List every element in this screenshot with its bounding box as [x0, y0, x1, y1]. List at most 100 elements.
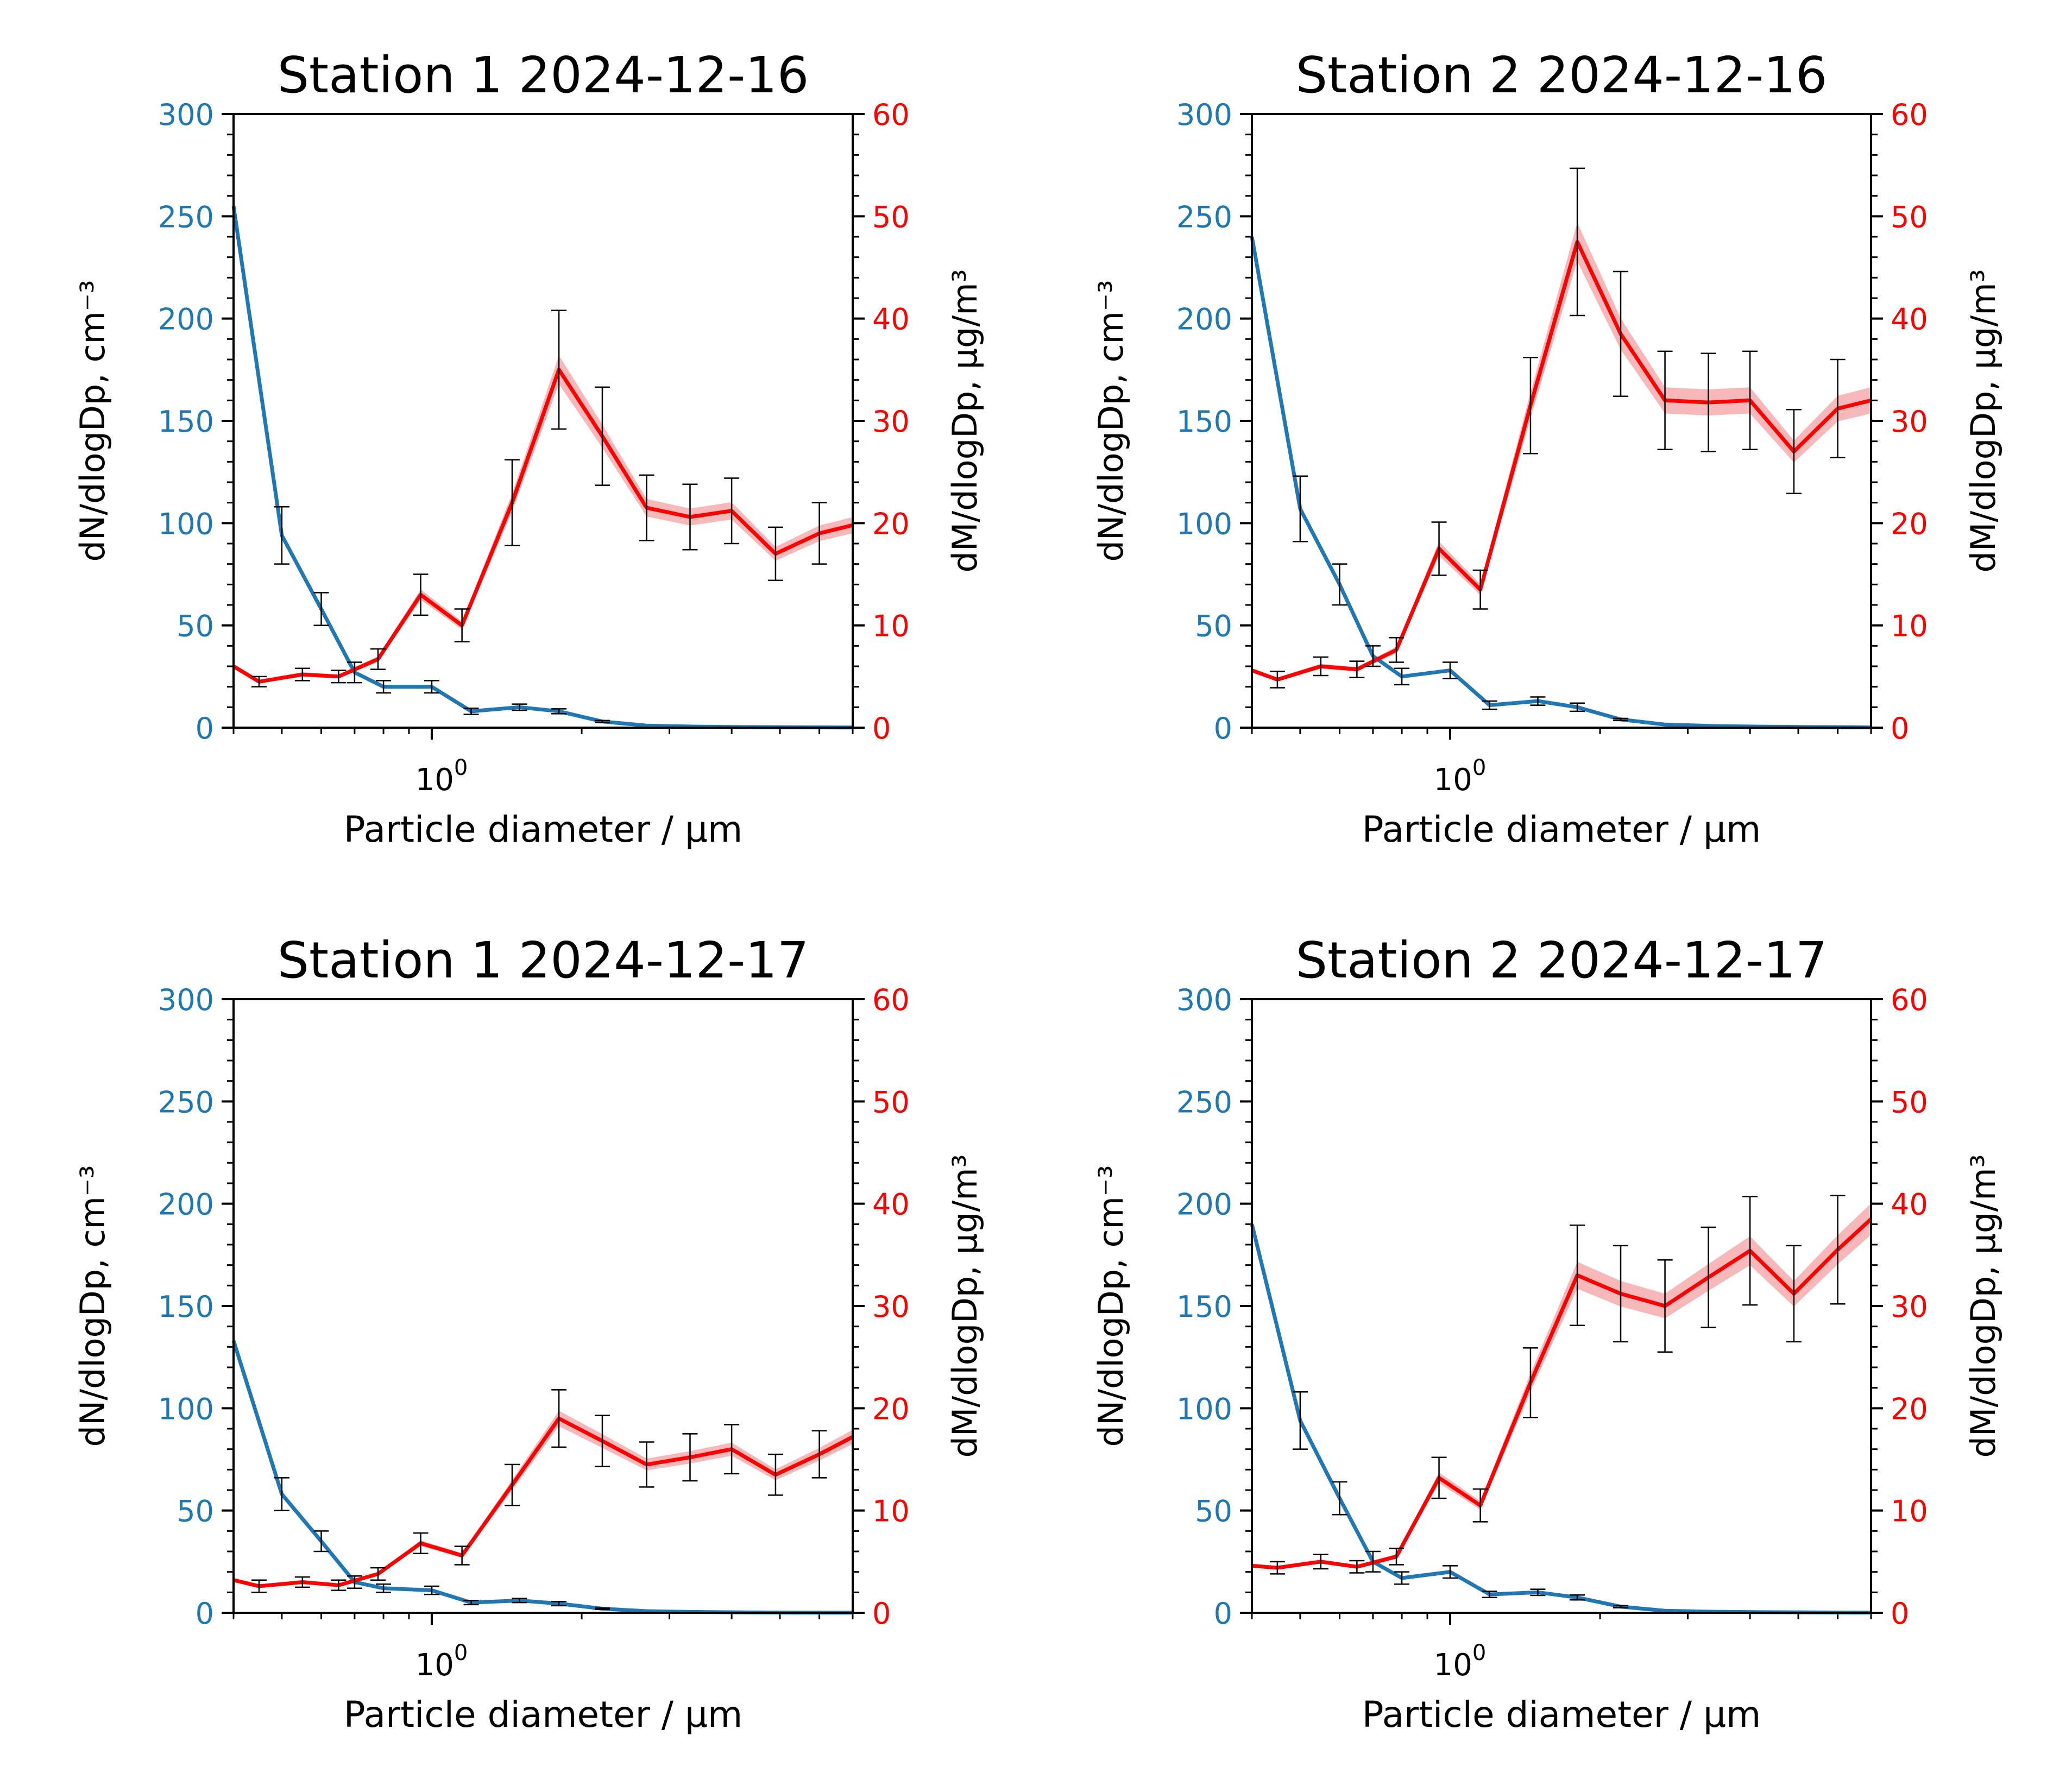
left-tick-label: 0 — [196, 711, 214, 746]
mass-uncertainty-band — [234, 355, 853, 684]
x-tick-exponent: 0 — [1472, 755, 1486, 780]
panel-station1-2024-12-16: Station 1 2024-12-16 dN/dlogDp, cm⁻³ dM/… — [73, 46, 985, 850]
right-axis-label: dM/dlogDp, μg/m³ — [945, 1154, 985, 1457]
left-tick-label: 200 — [1176, 1188, 1232, 1222]
x-tick-base: 10 — [415, 1648, 454, 1683]
right-tick-label: 20 — [872, 1392, 910, 1426]
right-tick-label: 30 — [1891, 1290, 1928, 1324]
right-tick-label: 0 — [872, 711, 891, 746]
right-tick-label: 60 — [1891, 983, 1928, 1017]
left-tick-label: 150 — [158, 405, 214, 439]
left-tick-label: 100 — [158, 1392, 214, 1426]
left-tick-label: 50 — [177, 1494, 214, 1529]
left-tick-label: 50 — [1195, 1494, 1232, 1529]
right-tick-label: 40 — [1891, 302, 1928, 337]
left-tick-label: 250 — [158, 1085, 214, 1119]
left-axis-label: dN/dlogDp, cm⁻³ — [73, 1165, 112, 1447]
right-tick-label: 10 — [1891, 1494, 1928, 1529]
left-tick-label: 0 — [1214, 711, 1232, 746]
right-tick-label: 0 — [1891, 1597, 1909, 1631]
plot-frame — [1251, 113, 1872, 729]
x-tick-label: 100 — [1434, 1640, 1487, 1683]
left-tick-label: 100 — [1176, 507, 1232, 541]
right-tick-label: 0 — [1891, 711, 1909, 746]
mass-uncertainty-band — [1252, 222, 1871, 682]
right-tick-label: 50 — [872, 1085, 910, 1119]
x-axis-label: Particle diameter / μm — [344, 1694, 743, 1736]
left-tick-label: 0 — [196, 1597, 214, 1631]
mass-series-line — [1251, 239, 1872, 682]
left-tick-label: 250 — [1176, 1085, 1232, 1119]
left-tick-label: 200 — [158, 1188, 214, 1222]
left-tick-label: 200 — [158, 302, 214, 337]
mass-series-line — [232, 368, 853, 684]
left-tick-label: 300 — [158, 98, 214, 132]
x-axis-label: Particle diameter / μm — [1362, 1694, 1761, 1736]
left-tick-label: 100 — [1176, 1392, 1232, 1426]
right-tick-label: 10 — [872, 609, 910, 643]
left-tick-label: 150 — [1176, 1290, 1232, 1324]
x-tick-base: 10 — [415, 762, 454, 798]
right-tick-label: 60 — [872, 983, 910, 1017]
mass-series-line — [1251, 1217, 1873, 1570]
x-tick-base: 10 — [1434, 1648, 1472, 1683]
left-tick-label: 0 — [1214, 1597, 1232, 1631]
right-tick-label: 30 — [1891, 405, 1928, 439]
right-axis-label: dM/dlogDp, μg/m³ — [945, 269, 985, 572]
right-tick-label: 0 — [872, 1597, 891, 1631]
x-tick-exponent: 0 — [454, 755, 468, 780]
right-tick-label: 30 — [872, 1290, 910, 1324]
x-tick-label: 100 — [1434, 755, 1487, 798]
left-tick-label: 50 — [177, 609, 214, 643]
panel-title: Station 1 2024-12-17 — [278, 931, 809, 989]
left-axis-label: dN/dlogDp, cm⁻³ — [1091, 1165, 1131, 1447]
right-tick-label: 10 — [1891, 609, 1928, 643]
x-tick-label: 100 — [415, 1640, 468, 1683]
x-axis-label: Particle diameter / μm — [344, 809, 743, 850]
x-tick-label: 100 — [415, 755, 468, 798]
panel-title: Station 2 2024-12-16 — [1296, 46, 1828, 104]
left-tick-label: 300 — [158, 983, 214, 1017]
plot-area: 0 50 100 150 200 250 300 0 10 20 30 40 50 60 — [1176, 98, 1928, 746]
panel-title: Station 1 2024-12-16 — [278, 46, 809, 104]
right-tick-label: 20 — [1891, 507, 1928, 541]
left-tick-label: 200 — [1176, 302, 1232, 337]
panel-station1-2024-12-17: Station 1 2024-12-17 dN/dlogDp, cm⁻³ dM/… — [73, 931, 985, 1736]
x-tick-exponent: 0 — [454, 1640, 468, 1665]
right-axis-label: dM/dlogDp, μg/m³ — [1963, 1154, 2003, 1457]
right-tick-label: 20 — [1891, 1392, 1928, 1426]
plot-area: 0 50 100 150 200 250 300 0 10 20 30 40 50 60 — [158, 983, 910, 1631]
x-axis-label: Particle diameter / μm — [1362, 809, 1761, 850]
left-tick-label: 300 — [1176, 983, 1232, 1017]
right-tick-label: 60 — [872, 98, 910, 132]
plot-area: 0 50 100 150 200 250 300 0 10 20 30 40 50 60 — [158, 98, 910, 746]
panel-title: Station 2 2024-12-17 — [1296, 931, 1828, 989]
right-tick-label: 60 — [1891, 98, 1928, 132]
x-tick-exponent: 0 — [1472, 1640, 1486, 1665]
right-tick-label: 40 — [872, 1188, 910, 1222]
right-tick-label: 30 — [872, 405, 910, 439]
right-tick-label: 40 — [872, 302, 910, 337]
panel-station2-2024-12-16: Station 2 2024-12-16 dN/dlogDp, cm⁻³ dM/… — [1091, 46, 2003, 850]
right-tick-label: 20 — [872, 507, 910, 541]
plot-frame — [232, 998, 854, 1614]
mass-series-line — [233, 1416, 854, 1588]
right-tick-label: 50 — [1891, 200, 1928, 234]
left-tick-label: 250 — [1176, 200, 1232, 234]
right-tick-label: 40 — [1891, 1188, 1928, 1222]
x-tick-base: 10 — [1434, 762, 1472, 798]
plot-frame — [1251, 998, 1872, 1614]
left-tick-label: 300 — [1176, 98, 1232, 132]
plot-frame — [232, 113, 854, 729]
left-tick-label: 50 — [1195, 609, 1232, 643]
right-tick-label: 50 — [872, 200, 910, 234]
left-tick-label: 100 — [158, 507, 214, 541]
left-axis-label: dN/dlogDp, cm⁻³ — [1091, 280, 1131, 561]
right-tick-label: 50 — [1891, 1085, 1928, 1119]
left-axis-label: dN/dlogDp, cm⁻³ — [73, 280, 112, 561]
left-tick-label: 150 — [1176, 405, 1232, 439]
right-axis-label: dM/dlogDp, μg/m³ — [1963, 269, 2003, 572]
left-tick-label: 150 — [158, 1290, 214, 1324]
